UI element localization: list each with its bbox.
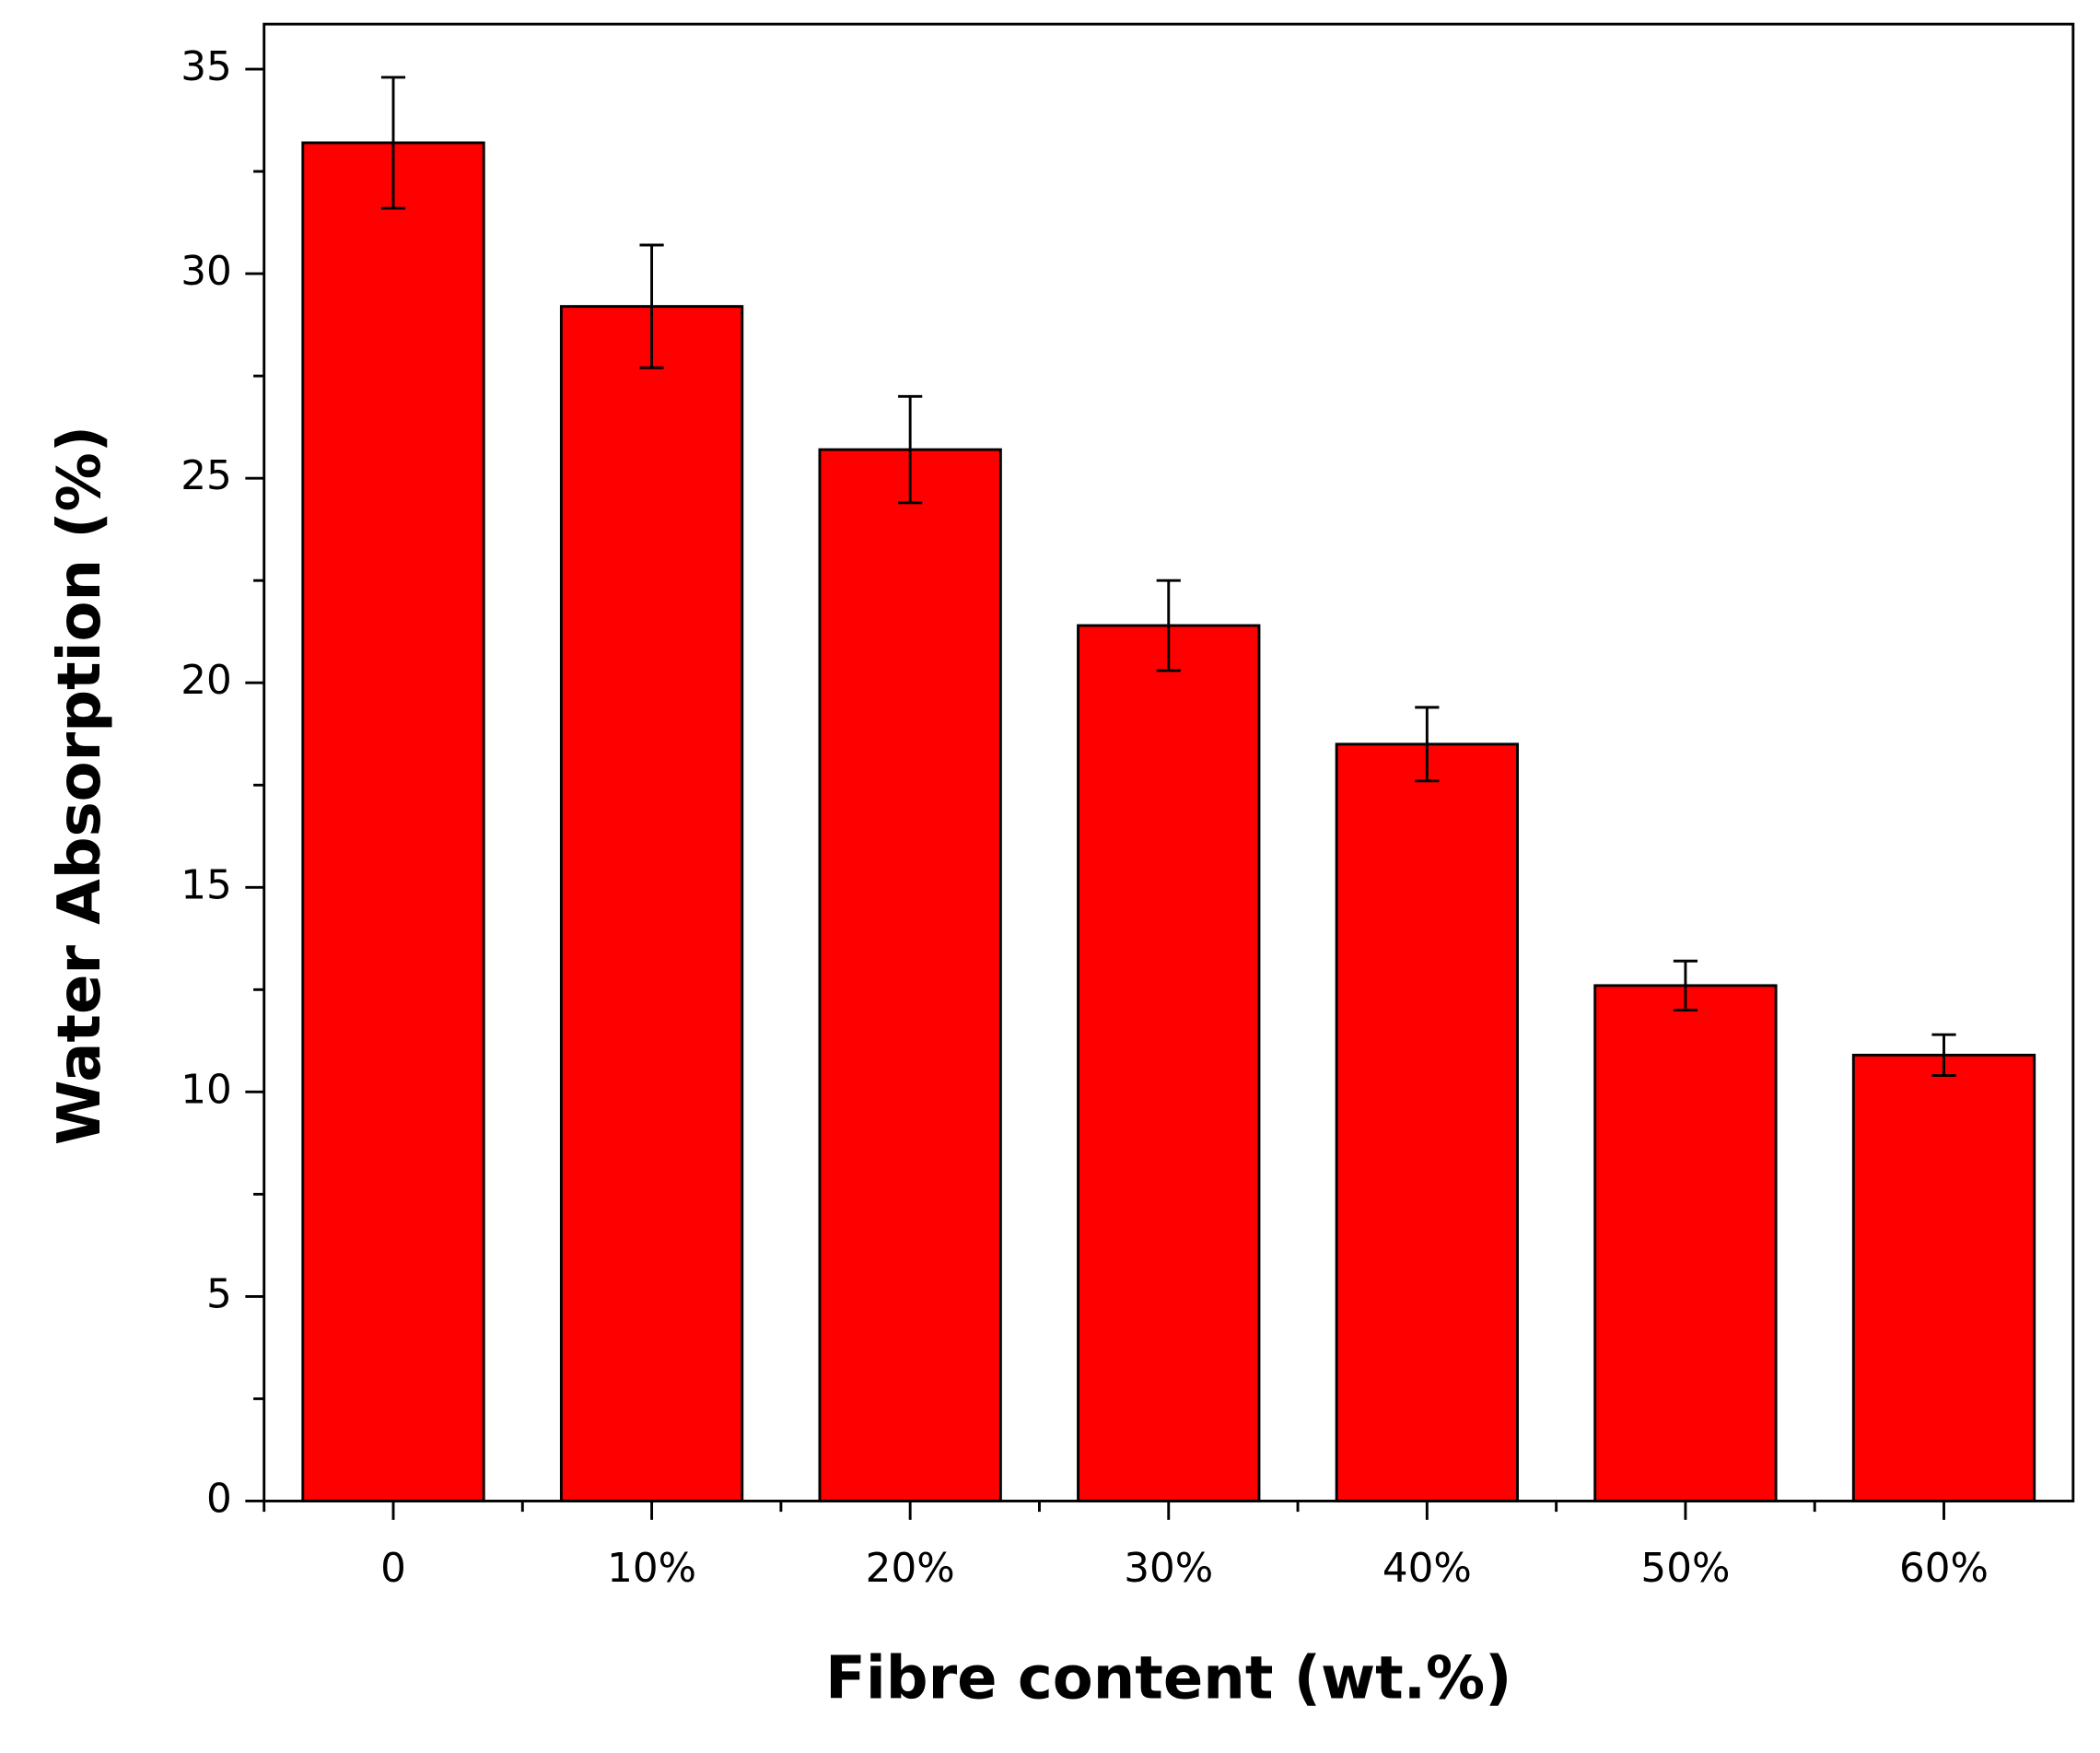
bar bbox=[1335, 742, 1520, 1502]
y-tick-label: 25 bbox=[181, 452, 232, 499]
y-axis-title: Water Absorption (%) bbox=[46, 426, 114, 1145]
y-tick-label: 35 bbox=[181, 43, 232, 90]
bar bbox=[1851, 1053, 2036, 1502]
x-tick-label: 30% bbox=[1124, 1545, 1213, 1592]
x-tick-label: 50% bbox=[1640, 1545, 1730, 1592]
y-tick-label: 20 bbox=[181, 657, 232, 704]
bar bbox=[1077, 624, 1261, 1502]
bar bbox=[1593, 984, 1778, 1502]
y-tick-label: 10 bbox=[181, 1066, 232, 1113]
x-tick-label: 10% bbox=[607, 1545, 696, 1592]
x-tick-label: 0 bbox=[380, 1545, 406, 1592]
y-tick-label: 5 bbox=[206, 1270, 232, 1317]
x-axis-title: Fibre content (wt.%) bbox=[825, 1644, 1511, 1712]
x-tick-label: 60% bbox=[1899, 1545, 1989, 1592]
bar bbox=[301, 141, 485, 1502]
y-tick-label: 15 bbox=[181, 861, 232, 908]
plot-frame bbox=[262, 22, 2075, 1502]
x-tick-label: 20% bbox=[866, 1545, 955, 1592]
bar bbox=[559, 305, 744, 1502]
x-tick-label: 40% bbox=[1382, 1545, 1472, 1592]
y-tick-label: 0 bbox=[206, 1475, 232, 1522]
bar bbox=[818, 448, 1002, 1502]
y-tick-label: 30 bbox=[181, 248, 232, 295]
